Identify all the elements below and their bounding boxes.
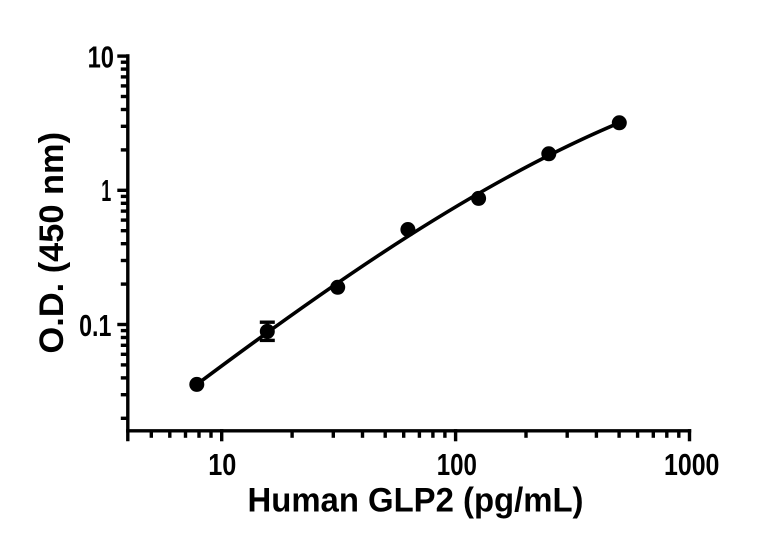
svg-text:10: 10 (88, 40, 114, 75)
svg-text:Human GLP2 (pg/mL): Human GLP2 (pg/mL) (248, 482, 584, 520)
svg-text:1: 1 (101, 173, 111, 208)
svg-text:10: 10 (208, 447, 236, 482)
svg-text:0.1: 0.1 (79, 308, 111, 343)
svg-text:100: 100 (437, 447, 477, 482)
svg-text:1000: 1000 (664, 447, 720, 482)
svg-text:O.D. (450 nm): O.D. (450 nm) (33, 132, 71, 354)
